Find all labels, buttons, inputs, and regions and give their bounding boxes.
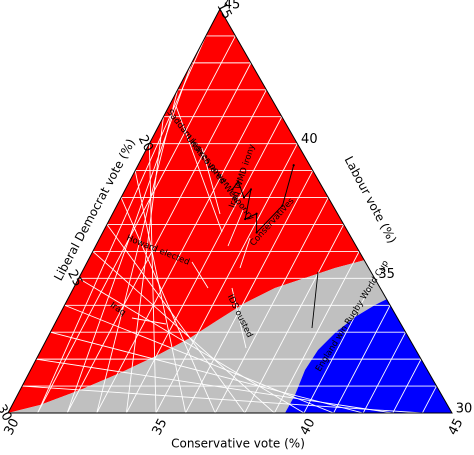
annotation-leader-line	[231, 287, 247, 349]
gridline-labour	[125, 116, 164, 413]
gridline-conservative	[244, 224, 345, 413]
trajectory-point	[281, 204, 284, 207]
conservative-axis-title: Conservative vote (%)	[171, 437, 305, 451]
trajectory-point	[292, 164, 295, 167]
labour-axis-title: Labour vote (%)	[342, 154, 400, 246]
triangle-frame	[7, 7, 453, 414]
labour-region	[8, 9, 385, 413]
trajectory-point	[231, 188, 234, 191]
trajectory-point	[244, 217, 247, 221]
annotation-leader-line	[311, 271, 319, 329]
gridlines	[22, 35, 437, 413]
conservative-tick-label: 45	[445, 416, 466, 438]
gridline-labour	[78, 277, 305, 413]
hung-parliament-region	[8, 253, 405, 413]
gridline-labour	[50, 331, 364, 413]
conservative-tick-label: 40	[297, 416, 318, 438]
conservative-tick-label: 35	[149, 416, 170, 438]
annotation-leader-line	[201, 147, 221, 215]
labour-tick-label: 40	[301, 132, 318, 147]
annotation-leader-line	[191, 261, 209, 289]
trajectory-point	[237, 180, 240, 183]
gridline-labour	[22, 385, 423, 413]
liberal-democrat-tick-label: 25	[64, 268, 85, 290]
trajectory-point	[249, 188, 253, 191]
labour-tick-label: 35	[378, 267, 395, 282]
trajectory-point	[242, 196, 246, 199]
trajectory-point	[255, 231, 258, 234]
gridline-conservative	[362, 331, 406, 413]
annotation-leader-line	[131, 317, 167, 325]
gridline-labour	[66, 62, 193, 413]
liberal-democrat-tick-label: 15	[213, 0, 234, 22]
labour-tick-label: 30	[456, 402, 473, 417]
gridline-labour	[106, 224, 246, 413]
annotation-leader-line	[175, 105, 223, 233]
annotation-leader-line	[227, 209, 244, 247]
gridline-labour	[134, 170, 187, 413]
gridline-conservative	[126, 116, 283, 413]
gridline-conservative	[66, 62, 252, 413]
conservative-tick-label: 30	[1, 416, 22, 438]
vote-trajectory	[231, 164, 295, 234]
annotation-leader-line	[239, 237, 251, 269]
labour-tick-label: 45	[224, 0, 241, 13]
gridline-conservative	[422, 385, 437, 413]
trajectory-point	[255, 212, 258, 215]
gridline-conservative	[303, 278, 376, 413]
liberal-democrat-tick-label: 20	[135, 133, 156, 155]
